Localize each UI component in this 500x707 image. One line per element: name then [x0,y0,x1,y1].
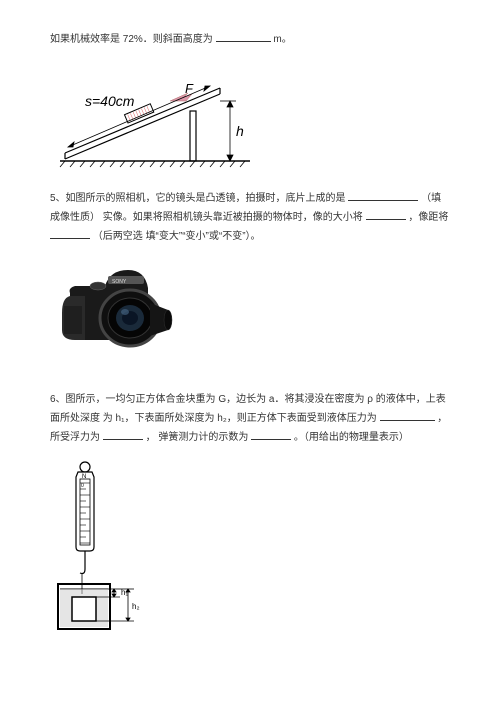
spring-scale-diagram: N 0 [50,459,160,634]
q6-blank3[interactable] [251,428,291,440]
q4-figure: s=40cm F h [50,61,450,171]
q5-blank2[interactable] [366,208,406,220]
camera-brand: SONY [112,279,127,285]
zero-label: 0 [81,483,84,489]
q5-a: 5、如图所示的照相机，它的镜头是凸透镜，拍摄时，底片上成的是 [50,193,346,204]
q6-blank2[interactable] [103,428,143,440]
q5-e: （后两空选 [93,231,143,242]
q5-figure: SONY [50,258,450,373]
incline-diagram: s=40cm F h [50,61,270,171]
h-label: h [236,123,244,139]
q5-d: ，像距将 [408,212,448,223]
q6-d: ， [146,432,156,443]
s-label: s=40cm [85,93,135,109]
q6-blank1[interactable] [380,409,435,421]
q5-blank3[interactable] [50,227,90,239]
q6-e: 弹簧测力计的示数为 [158,432,248,443]
q6-b: 为 h₁，下表面所处深度为 h₂，则正方体下表面受到液体压力为 [103,413,377,424]
camera-icon: SONY [50,258,190,373]
q4-text-1: 如果机械效率是 72%．则斜面高度为 [50,34,213,45]
f-label: F [185,81,194,96]
q5-f: 填“变大”“变小”或“不变”）。 [146,231,261,242]
h2-label: h₂ [132,602,140,611]
q6-figure: N 0 [50,459,450,634]
q4-tail: 如果机械效率是 72%．则斜面高度为 m。 [50,30,450,49]
q6-f: 。（用给出的物理量表示） [294,432,409,443]
q5-text: 5、如图所示的照相机，它的镜头是凸透镜，拍摄时，底片上成的是 （填成像性质） 实… [50,189,450,246]
q4-blank[interactable] [216,30,271,42]
q4-text-2: m。 [273,34,291,45]
q5-c: 实像。如果将照相机镜头靠近被拍摄的物体时，像的大小将 [103,212,363,223]
q5-blank1[interactable] [348,189,418,201]
q6-text: 6、图所示，一均匀正方体合金块重为 G，边长为 a．将其浸没在密度为 ρ 的液体… [50,391,450,447]
n-label: N [82,474,86,480]
